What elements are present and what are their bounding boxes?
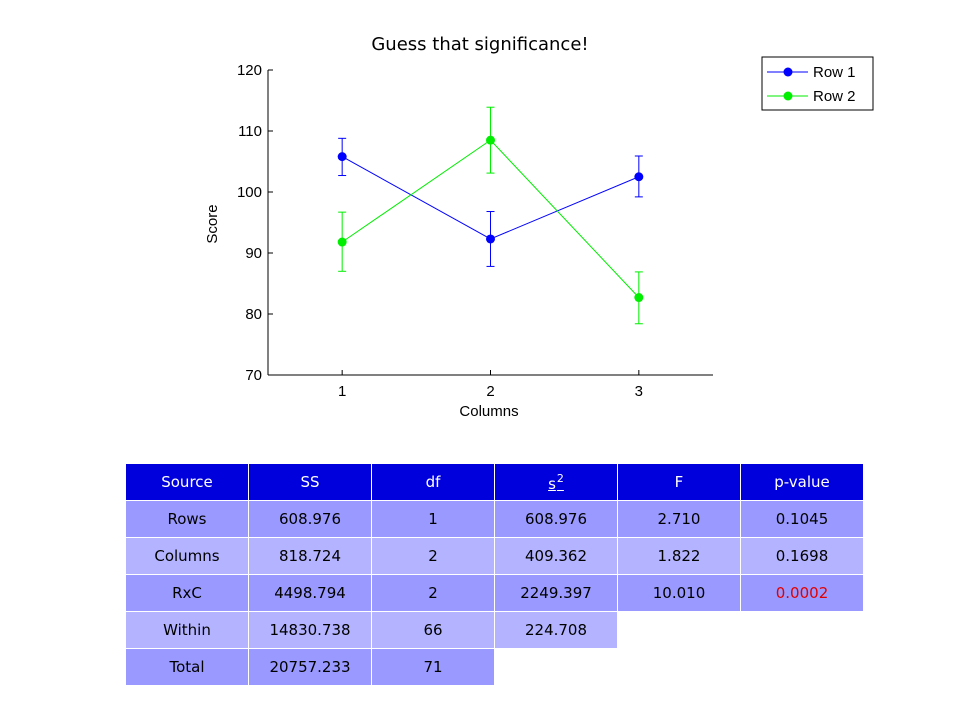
variance-superscript: 2 [556, 471, 564, 485]
plot-axes: 70 80 90 100 110 120 1 2 3 [237, 62, 713, 400]
legend: Row 1 Row 2 [761, 56, 874, 111]
column-header: p-value [740, 463, 864, 501]
legend-label: Row 1 [813, 64, 856, 81]
empty-cell [740, 648, 864, 686]
data-point [486, 135, 495, 145]
table-cell: 10.010 [617, 574, 741, 612]
legend-marker [783, 67, 793, 77]
table-cell: 0.1045 [740, 500, 864, 538]
table-row: Total 20757.233 71 [125, 648, 864, 686]
empty-cell [617, 648, 741, 686]
table-cell: 2 [371, 574, 495, 612]
data-point [337, 152, 347, 162]
x-axis-label: Columns [459, 403, 518, 420]
y-axis-label: Score [204, 204, 221, 243]
x-tick-label: 1 [338, 383, 346, 400]
series-2 [337, 106, 644, 325]
table-cell: 608.976 [248, 500, 372, 538]
column-header: Source [125, 463, 249, 501]
table-cell: 4498.794 [248, 574, 372, 612]
table-cell: Rows [125, 500, 249, 538]
table-cell: Total [125, 648, 249, 686]
line-chart: Guess that significance! 70 80 90 100 110 120… [204, 34, 874, 420]
y-tick-label: 90 [245, 245, 262, 262]
y-tick-label: 120 [237, 62, 262, 79]
y-tick-label: 80 [245, 306, 262, 323]
table-cell: Within [125, 611, 249, 649]
series-1 [337, 137, 644, 267]
legend-label: Row 2 [813, 88, 856, 105]
variance-symbol: s2 [548, 471, 564, 493]
table-cell: Columns [125, 537, 249, 575]
data-point [634, 293, 644, 303]
table-row: Within 14830.738 66 224.708 [125, 611, 864, 649]
column-header: SS [248, 463, 372, 501]
table-cell: 14830.738 [248, 611, 372, 649]
y-tick-label: 110 [238, 123, 262, 140]
table-cell: 1 [371, 500, 495, 538]
table-row: Rows 608.976 1 608.976 2.710 0.1045 [125, 500, 864, 538]
empty-cell [740, 611, 864, 649]
table-cell: 20757.233 [248, 648, 372, 686]
column-header: df [371, 463, 495, 501]
empty-cell [617, 611, 741, 649]
table-row: RxC 4498.794 2 2249.397 10.010 0.0002 [125, 574, 864, 612]
table-row: Columns 818.724 2 409.362 1.822 0.1698 [125, 537, 864, 575]
table-cell: 409.362 [494, 537, 618, 575]
table-cell: 71 [371, 648, 495, 686]
data-point [634, 172, 644, 182]
table-cell: 0.1698 [740, 537, 864, 575]
legend-marker [783, 91, 793, 101]
column-header: s2 [494, 463, 618, 501]
chart-title: Guess that significance! [371, 34, 588, 55]
table-cell: 0.0002 [740, 574, 864, 612]
table-cell: 2 [371, 537, 495, 575]
table-cell: 2249.397 [494, 574, 618, 612]
data-point [486, 234, 495, 244]
table-cell: 818.724 [248, 537, 372, 575]
y-tick-label: 100 [237, 184, 262, 201]
column-header: F [617, 463, 741, 501]
y-tick-label: 70 [245, 367, 262, 384]
table-cell: 608.976 [494, 500, 618, 538]
legend-box [761, 56, 874, 111]
table-cell: RxC [125, 574, 249, 612]
table-cell: 224.708 [494, 611, 618, 649]
series-layer [337, 106, 644, 325]
data-point [337, 237, 347, 247]
table-cell: 66 [371, 611, 495, 649]
empty-cell [494, 648, 618, 686]
x-tick-label: 2 [486, 383, 494, 400]
x-tick-label: 3 [635, 383, 643, 400]
table-cell: 1.822 [617, 537, 741, 575]
table-cell: 2.710 [617, 500, 741, 538]
